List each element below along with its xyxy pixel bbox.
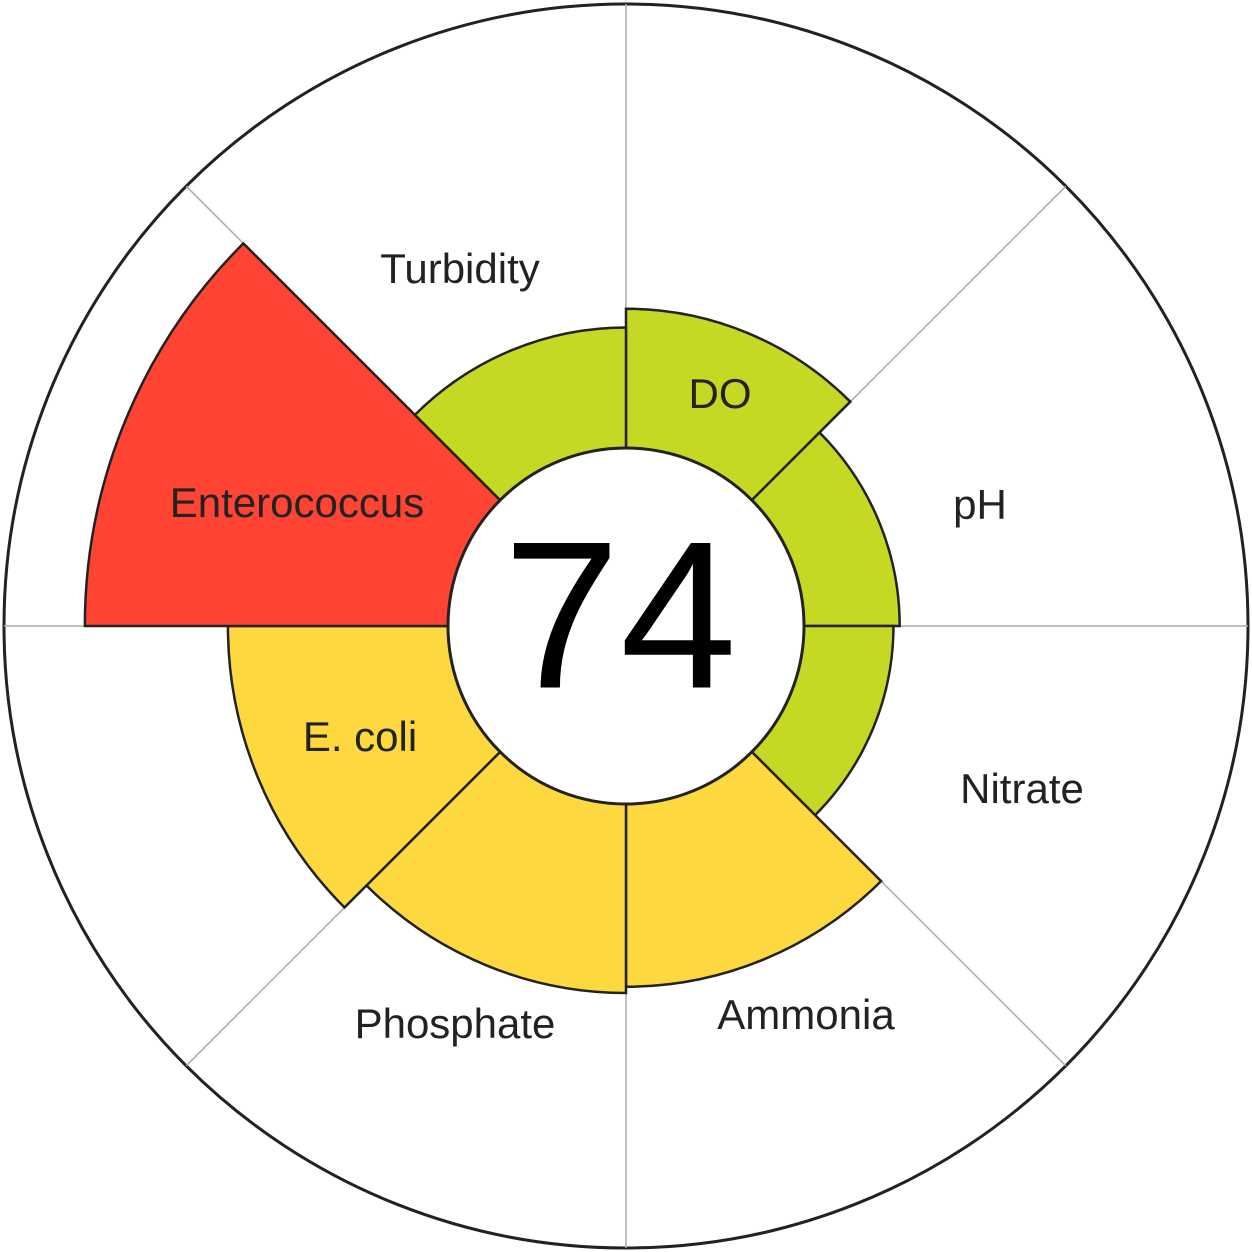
score: 74 — [503, 497, 737, 732]
category-label: Phosphate — [355, 1000, 556, 1047]
center-hole — [446, 446, 806, 806]
category-label: DO — [689, 370, 752, 417]
category-label: Nitrate — [960, 765, 1084, 812]
category-label: Ammonia — [717, 991, 895, 1038]
category-label: Enterococcus — [170, 479, 424, 526]
category-label: pH — [953, 481, 1007, 528]
labels: DO pH Nitrate Ammonia Phosphate E. coli Entero… — [170, 245, 1084, 1047]
category-label: Turbidity — [380, 245, 540, 292]
category-label: E. coli — [303, 713, 417, 760]
